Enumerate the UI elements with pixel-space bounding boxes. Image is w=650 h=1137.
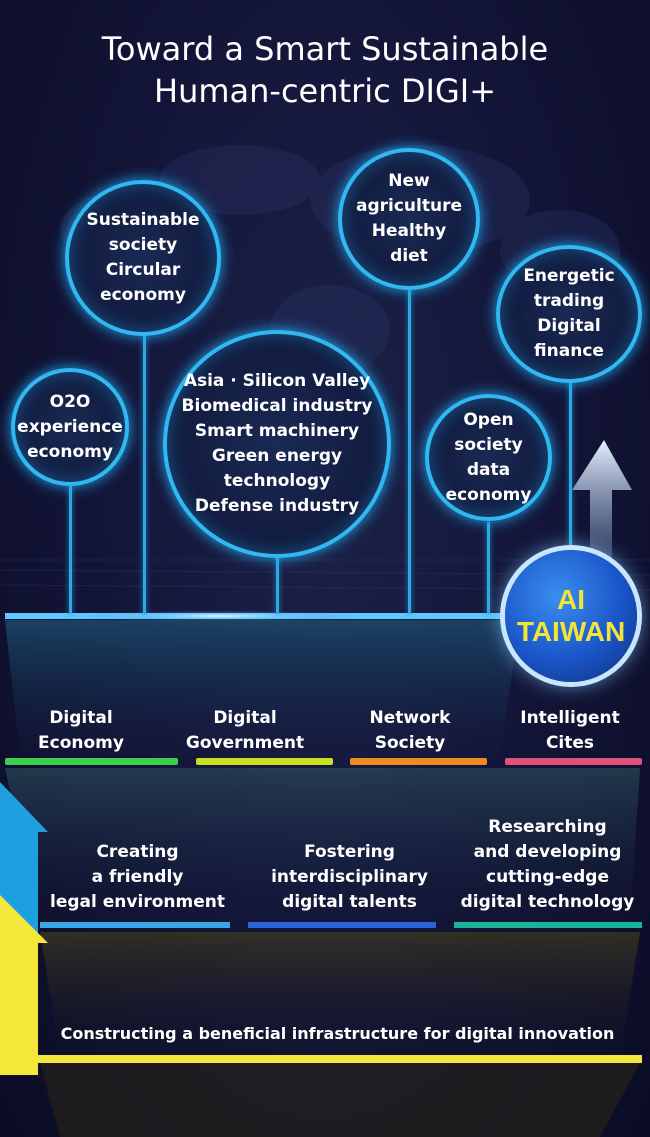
foundation-label-line: Researching [488,817,607,837]
foundation-label-line: interdisciplinary [271,867,428,887]
page-title: Toward a Smart Sustainable Human-centric… [0,28,650,112]
circle-text: technology [223,471,331,491]
title-line-1: Toward a Smart Sustainable [101,30,549,68]
circle-text: Defense industry [194,496,360,516]
pillar-label-line: Society [374,733,446,753]
badge-line-2: TAIWAN [516,616,626,647]
circle-text: society [454,434,523,455]
growth-arrow [572,440,632,580]
stem-finance [569,380,572,580]
circle-text: agriculture [355,196,462,216]
circle-text: Circular [105,260,181,280]
stem-open-data [487,522,490,614]
pillar-label-line: Economy [38,733,124,753]
circle-text: data [466,459,511,480]
pillar-label-line: Government [185,733,305,753]
circle-finance: Energetic trading Digital finance [496,245,642,383]
pillar-bar-economy [5,758,178,765]
pillar-digital-economy: Digital Economy [11,706,151,756]
circle-agriculture: New agriculture Healthy diet [338,148,480,290]
circle-sustainable-society: Sustainable society Circular economy [65,180,221,336]
foundation-label-line: digital talents [282,892,417,912]
circle-text: economy [445,484,532,505]
stem-agriculture [408,285,411,614]
infrastructure-label: Constructing a beneficial infrastructure… [60,1024,615,1043]
title-line-2: Human-centric DIGI+ [154,72,496,110]
circle-text: finance [534,341,604,361]
pillar-bar-cities [505,758,642,765]
foundation-bar-technology [454,922,642,928]
pillar-label-line: Intelligent [520,708,620,728]
foundation-technology: Researching and developing cutting-edge … [460,815,635,915]
circle-text: O2O [49,391,91,412]
foundation-label-line: and developing [473,842,622,862]
foundation-label-line: cutting-edge [486,867,609,887]
yellow-arrow [0,895,48,1075]
circle-text: experience [17,416,123,437]
circle-text: Digital [537,316,601,336]
pillar-label-line: Cites [545,733,595,753]
stem-sustainable [143,328,146,614]
stem-o2o [69,482,72,614]
ai-taiwan-badge: AI TAIWAN [505,550,637,682]
yellow-arrow-baseline [0,1055,642,1063]
circle-text: society [108,235,178,255]
circle-text: Open [463,409,514,430]
foundation-label-line: Fostering [304,842,395,862]
circle-text: Sustainable [86,210,200,230]
pillar-digital-government: Digital Government [175,706,315,756]
stem-industry [276,552,279,614]
pillar-label-line: Digital [49,708,113,728]
circle-industry: Asia · Silicon Valley Biomedical industr… [163,330,391,558]
foundation-label-line: legal environment [50,892,225,912]
circle-text: Asia · Silicon Valley [183,371,371,391]
badge-line-1: AI [556,584,585,615]
foundation-label-line: Creating [96,842,179,862]
pillar-bar-government [196,758,333,765]
circle-text: New [388,171,430,191]
foundation-legal: Creating a friendly legal environment [50,840,225,915]
circle-text: Healthy [371,221,447,241]
pillar-bar-network [350,758,487,765]
circle-text: Green energy [211,446,343,466]
circle-open-data: Open society data economy [425,394,552,521]
foundation-label-line: digital technology [460,892,635,912]
foundation-label-line: a friendly [91,867,184,887]
pillar-label-line: Network [369,708,451,728]
foundation-talents: Fostering interdisciplinary digital tale… [262,840,437,915]
circle-text: trading [533,291,605,311]
foundation-bar-talents [248,922,436,928]
circle-text: economy [27,441,113,462]
foundation-bar-legal [40,922,230,928]
circle-text: Smart machinery [194,421,360,441]
circle-text: economy [100,285,186,305]
circle-text: diet [390,246,428,266]
circle-o2o-economy: O2O experience economy [11,368,129,486]
pillar-label-line: Digital [213,708,277,728]
circle-text: Biomedical industry [181,396,373,416]
pillar-network-society: Network Society [340,706,480,756]
circle-text: Energetic [523,266,615,286]
pillar-intelligent-cities: Intelligent Cites [500,706,640,756]
